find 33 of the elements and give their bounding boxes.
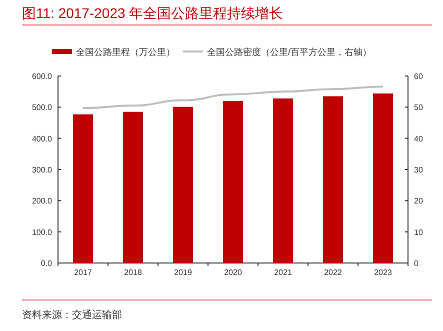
bar — [373, 93, 393, 263]
y2-tick-label: 60 — [414, 72, 424, 81]
y-tick-label: 100.0 — [32, 228, 53, 237]
y-tick-label: 600.0 — [32, 72, 53, 81]
y-tick-label: 0.0 — [40, 259, 53, 268]
bar — [73, 114, 93, 263]
text: 资料来源：交通运输部 — [22, 309, 122, 321]
bar — [273, 98, 293, 263]
x-tick-label: 2018 — [124, 268, 142, 277]
bar — [223, 100, 243, 263]
x-tick-label: 2017 — [74, 268, 92, 277]
y2-tick-label: 30 — [414, 166, 424, 174]
x-tick-label: 2021 — [274, 268, 292, 277]
chart-title: 图11: 2017-2023 年全国公路里程持续增长 — [22, 5, 284, 21]
y-tick-label: 500.0 — [32, 103, 53, 112]
bar — [323, 96, 343, 263]
y-tick-label: 200.0 — [32, 196, 53, 206]
x-tick-label: 2023 — [374, 268, 392, 277]
y-tick-label: 400.0 — [32, 134, 53, 144]
y-tick-label: 300.0 — [32, 166, 53, 174]
y2-tick-label: 40 — [414, 134, 424, 144]
y2-tick-label: 50 — [414, 103, 424, 112]
legend-label: 全国公路里程（万公里） — [76, 47, 175, 57]
x-tick-label: 2022 — [324, 268, 342, 277]
y2-tick-label: 10 — [414, 228, 424, 237]
y2-tick-label: 20 — [414, 196, 424, 206]
y2-tick-label: 0 — [414, 259, 419, 268]
bar — [123, 112, 143, 263]
legend-label: 全国公路密度（公里/百平方公里，右轴） — [207, 47, 372, 57]
x-tick-label: 2019 — [174, 268, 192, 277]
line-series — [82, 86, 384, 110]
bar — [173, 106, 193, 263]
x-tick-label: 2020 — [224, 268, 242, 277]
